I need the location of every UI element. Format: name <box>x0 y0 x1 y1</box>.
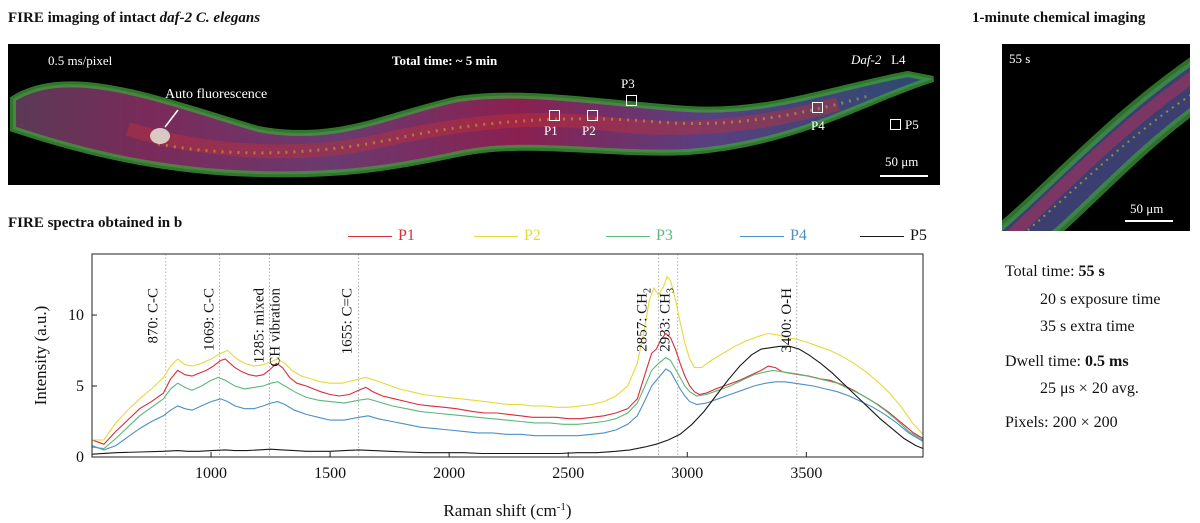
autofluorescence-label: Auto fluorescence <box>165 87 268 102</box>
scalebar-b-label: 50 μm <box>885 154 919 169</box>
y-tick-label: 10 <box>68 307 84 324</box>
legend-label-p3: P3 <box>656 227 673 244</box>
y-tick-label: 0 <box>76 449 84 466</box>
x-tick-label: 2500 <box>552 465 584 482</box>
pixel-time-label: 0.5 ms/pixel <box>48 53 113 68</box>
peak-label-4: 1655: C=C <box>339 288 355 354</box>
roi-box-p1 <box>549 110 560 121</box>
exposure-info: 20 s exposure time <box>1040 291 1161 308</box>
chemical-image-time: 55 s <box>1009 51 1031 66</box>
legend-item-p3: P3 <box>606 227 673 245</box>
panel-c-title: 1-minute chemical imaging <box>972 10 1146 26</box>
x-tick-label: 1000 <box>195 465 227 482</box>
worm-image <box>10 70 934 178</box>
peak-label-2: 1069: C-C <box>201 288 217 351</box>
scalebar-c <box>1125 220 1173 222</box>
legend-label-p2: P2 <box>524 227 541 244</box>
y-tick-label: 5 <box>76 378 84 395</box>
worm-image-panel: 0.5 ms/pixel Total time: ~ 5 min Daf-2 L… <box>8 44 940 185</box>
series-line-p1 <box>91 332 924 445</box>
peak-label-1: 870: C-C <box>145 288 161 343</box>
strain-name: Daf-2 <box>851 52 882 67</box>
dwell-time-info-value: 0.5 ms <box>1084 353 1129 370</box>
legend-swatch-p2 <box>474 235 518 238</box>
total-time-info-value: 55 s <box>1078 263 1105 280</box>
legend-swatch-p3 <box>606 235 650 238</box>
legend-item-p5: P5 <box>860 227 927 245</box>
roi-label-p5: P5 <box>905 117 919 132</box>
chemical-image-panel: 55 s 50 μm <box>1002 44 1190 231</box>
scalebar-b <box>880 175 928 177</box>
series-line-p3 <box>91 356 924 450</box>
x-tick-label: 3000 <box>671 465 703 482</box>
roi-label-p3: P3 <box>621 76 635 91</box>
peak-label-6: 2933: CH3 <box>657 288 676 352</box>
total-time-info-label: Total time: <box>1005 263 1079 280</box>
legend-label-p4: P4 <box>790 227 807 244</box>
chemical-image <box>1002 57 1190 231</box>
panel-b-title: FIRE imaging of intact daf-2 C. elegans <box>8 10 260 27</box>
total-time-info: Total time: 55 s <box>1005 263 1105 281</box>
x-axis-label: Raman shift (cm-1) <box>443 501 571 520</box>
strain-label: Daf-2 L4 <box>851 52 906 68</box>
peak-label-3-line2: CH vibration <box>267 288 283 367</box>
stage-name: L4 <box>891 52 906 67</box>
panel-b-title-italic: daf-2 C. elegans <box>159 10 261 26</box>
roi-box-p4 <box>812 102 823 113</box>
legend-item-p2: P2 <box>474 227 541 245</box>
legend-swatch-p4 <box>740 235 784 238</box>
roi-label-p4: P4 <box>811 118 825 133</box>
x-tick-label: 1500 <box>314 465 346 482</box>
total-time-label: Total time: ~ 5 min <box>392 53 498 68</box>
autofluorescence-arrow <box>164 109 179 128</box>
dwell-time-info: Dwell time: 0.5 ms <box>1005 353 1129 371</box>
peak-label-5: 2857: CH2 <box>635 288 654 352</box>
legend-label-p5: P5 <box>910 227 927 244</box>
x-tick-label: 2000 <box>433 465 465 482</box>
roi-box-p5 <box>890 119 901 130</box>
y-axis-label: Intensity (a.u.) <box>31 306 50 406</box>
panel-b-title-prefix: FIRE imaging of intact <box>8 10 160 26</box>
series-line-p2 <box>92 275 924 441</box>
chart-title: FIRE spectra obtained in b <box>8 215 183 231</box>
averaging-info: 25 μs × 20 avg. <box>1040 380 1139 397</box>
legend-label-p1: P1 <box>398 227 415 244</box>
legend-swatch-p1 <box>348 235 392 238</box>
dwell-time-info-label: Dwell time: <box>1005 353 1085 370</box>
roi-box-p3 <box>626 95 637 106</box>
roi-label-p1: P1 <box>544 123 558 138</box>
peak-label-3: 1285: mixed <box>251 288 267 364</box>
plot-frame <box>91 253 924 458</box>
legend-item-p4: P4 <box>740 227 807 245</box>
series-line-p5 <box>91 345 924 455</box>
series-line-p4 <box>91 368 924 451</box>
legend-item-p1: P1 <box>348 227 415 245</box>
extra-time-info: 35 s extra time <box>1040 318 1135 335</box>
peak-label-7: 3400: O-H <box>779 288 795 353</box>
legend-swatch-p5 <box>860 235 904 238</box>
x-tick-label: 3500 <box>790 465 822 482</box>
spectra-chart: 1000 1500 2000 2500 3000 3500 0 5 10 Raman shift … <box>31 253 924 520</box>
roi-label-p2: P2 <box>582 123 596 138</box>
scalebar-c-label: 50 μm <box>1130 201 1164 216</box>
pixels-info: Pixels: 200 × 200 <box>1005 414 1118 431</box>
roi-box-p2 <box>587 110 598 121</box>
